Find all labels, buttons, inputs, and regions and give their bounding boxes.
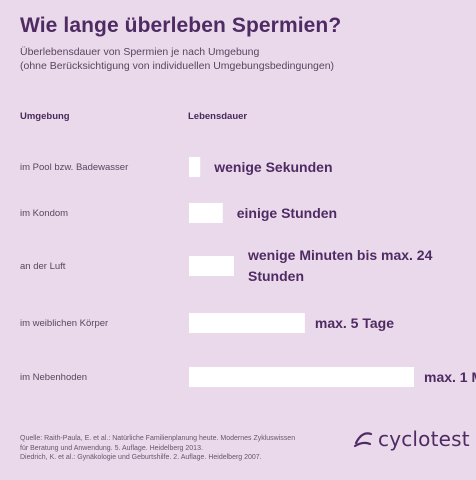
source-line: Quelle: Raith-Paula, E. et al.: Natürlic… — [20, 435, 296, 442]
column-header-environment: Umgebung — [20, 111, 70, 122]
source-line: Diedrich, K. et al.: Gynäkologie und Geb… — [20, 454, 262, 461]
page-title: Wie lange überleben Spermien? — [20, 14, 342, 37]
source-note: Quelle: Raith-Paula, E. et al.: Natürlic… — [20, 434, 295, 463]
row-label: im Kondom — [20, 208, 68, 219]
bar — [189, 256, 234, 276]
source-line: für Beratung und Anwendung. 5. Auflage. … — [20, 444, 203, 452]
bar-chart: im Pool bzw. Badewasser wenige Sekunden im… — [20, 157, 476, 387]
subtitle-line: Überlebensdauer von Spermien je nach Umg… — [20, 46, 260, 58]
value-label: wenige Minuten bis max. 24 Stunden — [247, 247, 433, 284]
bar — [189, 313, 305, 333]
value-label: max. 1 Monat — [424, 369, 476, 385]
row-label: im Nebenhoden — [20, 372, 87, 383]
logo-text: cyclotest — [378, 427, 470, 451]
subtitle: Überlebensdauer von Spermien je nach Umg… — [20, 45, 334, 73]
bar — [189, 157, 201, 177]
column-header-duration: Lebensdauer — [188, 111, 248, 122]
subtitle-line: (ohne Berücksichtigung von individuellen… — [20, 60, 335, 72]
brand-logo: cyclotest — [352, 427, 470, 451]
row-label: im Pool bzw. Badewasser — [20, 162, 128, 173]
row-label: an der Luft — [20, 261, 66, 272]
value-label: einige Stunden — [237, 205, 337, 221]
bar — [189, 203, 223, 223]
bar — [189, 367, 414, 387]
value-label: max. 5 Tage — [315, 315, 394, 331]
row-label: im weiblichen Körper — [20, 318, 108, 329]
cyclotest-logo-icon — [353, 432, 373, 448]
value-label: wenige Sekunden — [213, 159, 332, 175]
